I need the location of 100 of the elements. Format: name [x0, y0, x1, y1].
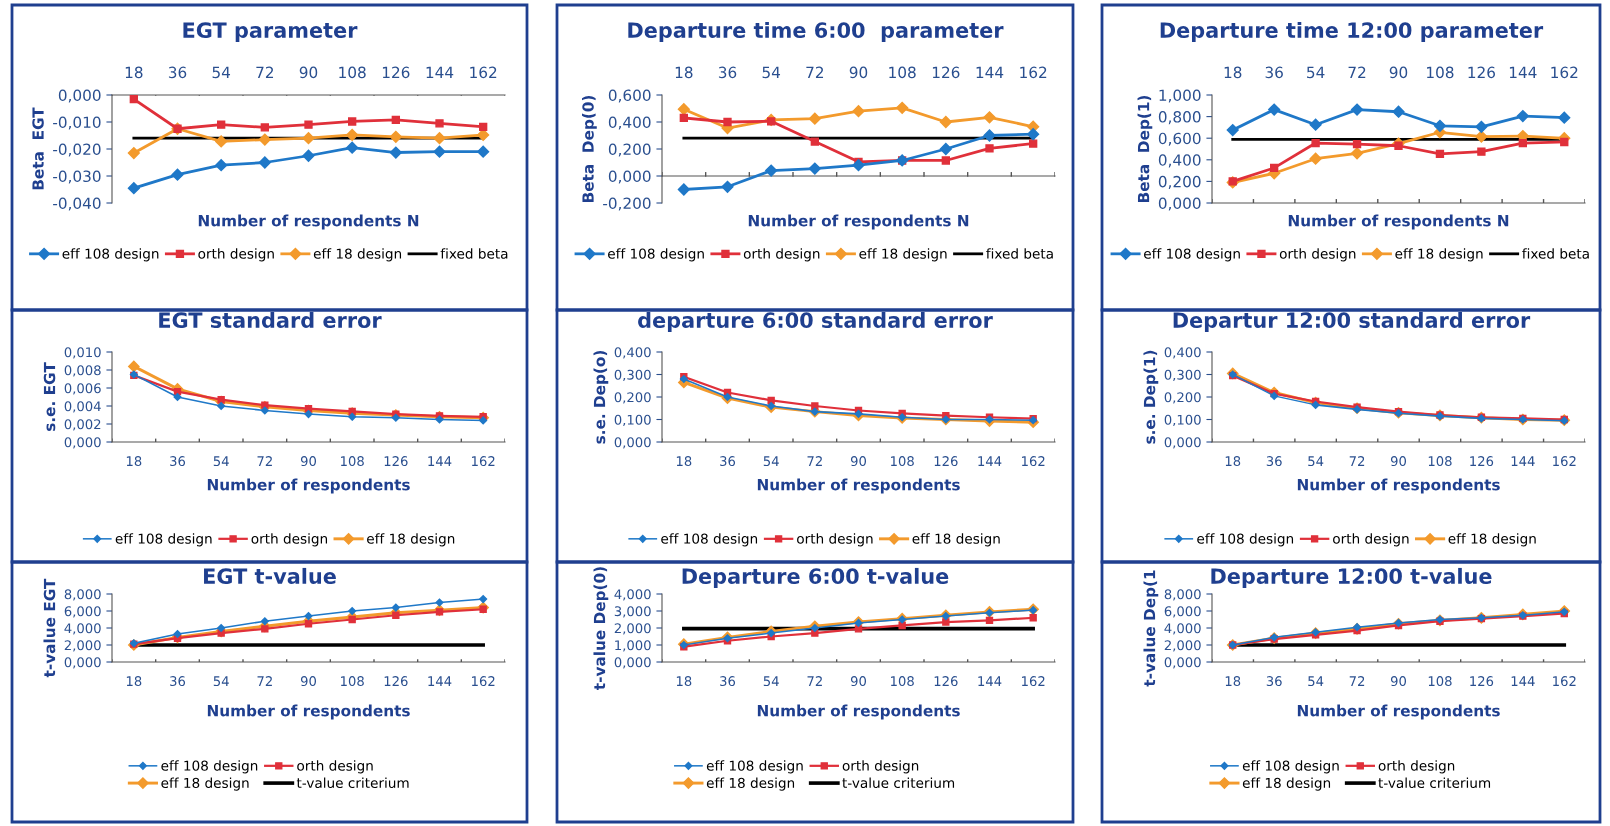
x-tick-label: 144	[426, 66, 454, 78]
x-tick-label: 36	[170, 676, 186, 687]
y-tick-label: 0,000	[614, 657, 651, 669]
legend-label: fixed beta	[1522, 248, 1589, 259]
x-tick-label: 54	[763, 676, 779, 687]
y-tick-label: 0,600	[1158, 132, 1201, 146]
legend-label: eff 18 design	[1448, 533, 1536, 547]
x-axis-title: Number of respondents N	[748, 214, 969, 230]
y-tick-label: 0,400	[614, 347, 651, 359]
y-tick-label: 0,004	[64, 401, 101, 413]
y-axis-title: s.e. Dep(1)	[1143, 350, 1159, 444]
legend-label: eff 18 design	[859, 248, 947, 262]
y-tick-label: 0,100	[614, 414, 651, 427]
legend-label: eff 108 design	[608, 248, 704, 262]
x-tick-label: 144	[428, 676, 452, 686]
x-tick-label: 18	[126, 456, 142, 467]
y-tick-label: 3,000	[614, 606, 651, 618]
x-tick-label: 72	[806, 66, 824, 78]
y-tick-label: 0,400	[608, 116, 651, 130]
y-tick-label: 4,000	[64, 623, 101, 635]
x-tick-label: 72	[257, 676, 272, 686]
y-tick-label: 0,200	[1158, 175, 1201, 189]
y-tick-label: 0,000	[1164, 437, 1201, 449]
x-tick-label: 108	[891, 456, 914, 467]
y-tick-label: 6,000	[1164, 606, 1201, 618]
x-tick-label: 126	[382, 66, 410, 79]
x-tick-label: 36	[720, 676, 736, 687]
legend-label: orth design	[743, 248, 820, 262]
legend-label: t-value criterium	[842, 777, 955, 789]
x-tick-label: 36	[718, 66, 737, 79]
x-tick-label: 126	[934, 456, 958, 467]
x-tick-label: 18	[1224, 66, 1242, 79]
y-tick-label: -0,030	[53, 170, 101, 184]
x-tick-label: 162	[1551, 66, 1578, 79]
y-tick-label: -0,200	[603, 197, 651, 211]
x-tick-label: 144	[1511, 456, 1535, 466]
y-tick-label: 2,000	[1164, 640, 1201, 652]
x-tick-label: 36	[1266, 456, 1282, 467]
y-tick-label: 0,006	[64, 383, 101, 395]
chart-title: Departure 12:00 t-value	[1211, 567, 1492, 589]
x-tick-label: 144	[1511, 676, 1535, 686]
x-tick-label: 162	[1553, 456, 1576, 467]
x-tick-label: 54	[762, 66, 781, 79]
x-tick-label: 72	[1349, 456, 1365, 466]
x-tick-label: 54	[1307, 66, 1325, 79]
y-tick-label: 0,000	[64, 657, 101, 669]
x-tick-label: 162	[1553, 676, 1576, 687]
x-tick-label: 90	[300, 456, 317, 467]
x-tick-label: 54	[213, 456, 229, 467]
y-axis-title: Beta EGT	[32, 107, 44, 190]
x-tick-label: 72	[257, 456, 272, 466]
legend-label: orth design	[842, 760, 919, 774]
y-tick-label: 8,000	[64, 589, 101, 601]
y-tick-label: 0,000	[58, 89, 101, 103]
y-tick-label: 2,000	[64, 640, 101, 652]
x-tick-label: 144	[428, 456, 452, 466]
y-tick-label: 0,600	[608, 89, 651, 103]
x-tick-label: 162	[472, 676, 495, 687]
chart-title: Departur 12:00 standard error	[1173, 311, 1531, 333]
y-tick-label: -0,020	[53, 143, 101, 157]
x-tick-label: 144	[978, 676, 1002, 686]
y-tick-label: 4,000	[614, 589, 651, 601]
x-tick-label: 144	[1509, 66, 1537, 78]
legend-label: eff 18 design	[912, 533, 1000, 547]
y-tick-label: 4,000	[1164, 623, 1201, 635]
x-tick-label: 36	[168, 66, 187, 79]
chart-title: Departure time 12:00 parameter	[1160, 21, 1544, 43]
y-tick-label: 1,000	[1159, 89, 1201, 103]
x-axis-title: Number of respondents	[1297, 704, 1500, 720]
chart-title: EGT t-value	[204, 567, 336, 585]
x-tick-label: 108	[341, 456, 364, 467]
legend-label: eff 18 design	[161, 777, 249, 791]
x-tick-label: 90	[300, 676, 317, 687]
y-tick-label: 0,300	[1164, 369, 1201, 382]
y-tick-label: 0,200	[1164, 392, 1201, 404]
x-tick-label: 108	[341, 676, 364, 687]
y-tick-label: 0,200	[608, 143, 651, 157]
y-tick-label: 0,002	[64, 419, 101, 431]
x-tick-label: 54	[1308, 456, 1324, 467]
x-tick-label: 36	[170, 456, 186, 467]
x-tick-label: 18	[126, 676, 142, 687]
x-tick-label: 18	[1225, 676, 1241, 687]
x-tick-label: 108	[1427, 66, 1454, 79]
x-tick-label: 36	[1266, 676, 1282, 687]
legend-label: fixed beta	[986, 248, 1053, 259]
x-tick-label: 72	[1348, 66, 1366, 78]
y-tick-label: 1,000	[615, 640, 651, 652]
y-tick-label: -0,040	[53, 197, 101, 211]
x-tick-label: 108	[889, 66, 916, 79]
x-tick-label: 72	[807, 676, 822, 686]
y-axis-title: Beta Dep(0)	[582, 95, 597, 203]
y-tick-label: 0,000	[64, 437, 101, 449]
x-tick-label: 126	[1470, 676, 1494, 687]
legend-label: eff 108 design	[1242, 760, 1339, 774]
y-tick-label: 0,800	[1158, 111, 1201, 125]
legend-label: t-value criterium	[1378, 777, 1491, 789]
y-tick-label: 0,200	[614, 392, 651, 404]
x-tick-label: 144	[978, 456, 1002, 466]
y-tick-label: 0,000	[614, 437, 651, 449]
x-tick-label: 90	[1389, 66, 1408, 79]
